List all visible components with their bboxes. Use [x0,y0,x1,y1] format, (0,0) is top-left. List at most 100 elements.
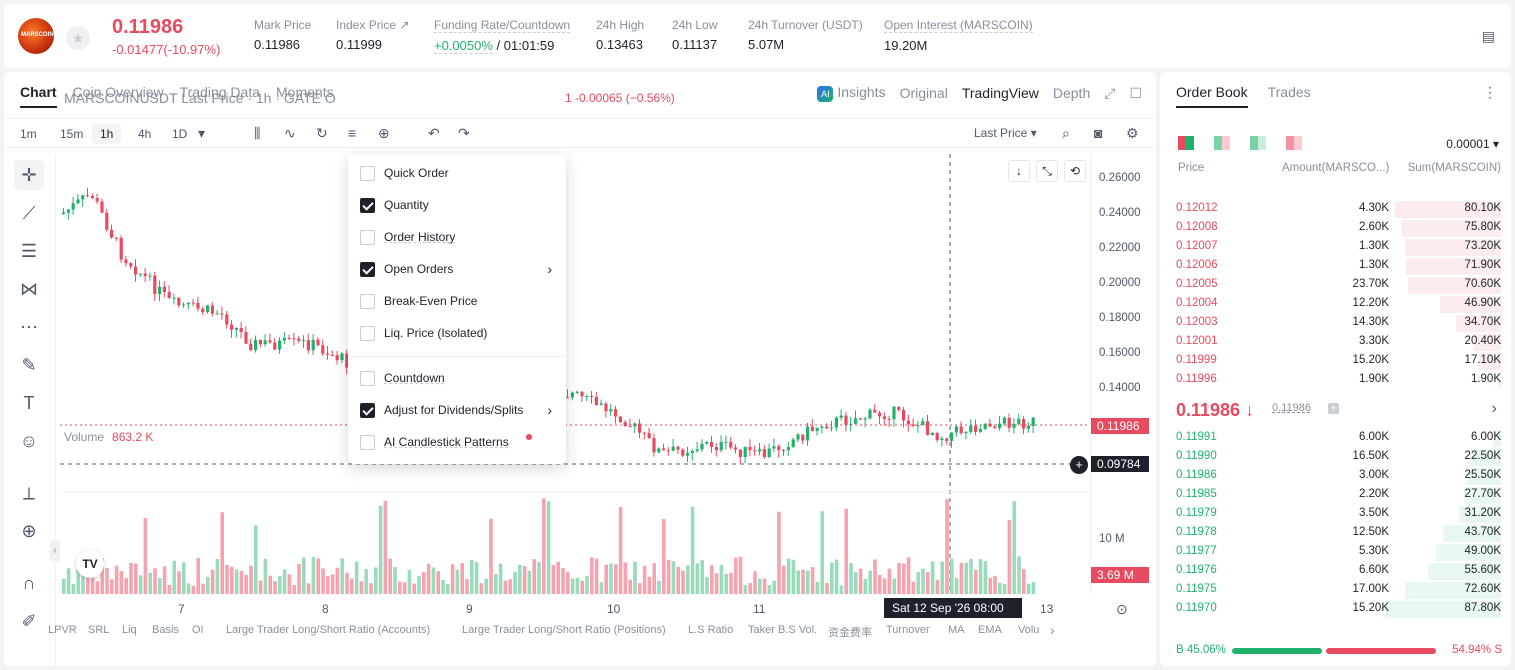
book-row[interactable]: 0.11996 1.90K 1.90K [1160,371,1511,390]
brush-icon[interactable]: ✎ [21,355,37,375]
price-type-select[interactable]: Last Price ▾ [974,126,1037,140]
tab-order-book[interactable]: Order Book [1176,84,1248,108]
zoom-icon[interactable]: ⊕ [21,521,37,541]
checkbox[interactable] [360,294,375,309]
view-bids-only-icon[interactable] [1250,136,1266,150]
menu-quick-order[interactable]: Quick Order [360,162,556,184]
price-chart[interactable] [60,154,1094,594]
indicators-icon[interactable]: ∿ [284,125,296,141]
tab-moments[interactable]: Moments [276,84,334,100]
indicator-3[interactable]: Basis [152,624,179,636]
gear-icon[interactable]: ⚙ [1126,125,1139,141]
menu-quantity[interactable]: Quantity [360,194,556,216]
book-row[interactable]: 0.11986 3.00K 25.50K [1160,467,1511,486]
indicator-1[interactable]: SRL [88,624,110,636]
book-row[interactable]: 0.11991 6.00K 6.00K [1160,429,1511,448]
chevron-right-icon[interactable]: › [1491,400,1497,417]
tab-depth[interactable]: Depth [1052,85,1091,101]
camera-icon[interactable]: ◙ [1094,125,1103,141]
indicator-8[interactable]: Taker B.S Vol. [748,624,818,636]
book-row[interactable]: 0.11979 3.50K 31.20K [1160,505,1511,524]
book-row[interactable]: 0.12007 1.30K 73.20K [1160,238,1511,257]
view-bids-icon[interactable] [1214,136,1230,150]
indicator-2[interactable]: Liq [122,624,137,636]
hlines-icon[interactable]: ☰ [20,241,38,261]
menu-order-history[interactable]: Order History [360,226,556,248]
book-row[interactable]: 0.12005 23.70K 70.60K [1160,276,1511,295]
book-row[interactable]: 0.11978 12.50K 43.70K [1160,524,1511,543]
ruler-icon[interactable]: ⟂ [22,483,35,503]
indicator-4[interactable]: OI [192,624,204,636]
redo-icon[interactable]: ↷ [458,125,470,141]
book-row[interactable]: 0.11975 17.00K 72.60K [1160,581,1511,600]
emoji-icon[interactable]: ☺ [19,431,39,451]
tab-trading-data[interactable]: Trading Data [179,84,261,100]
templates-icon[interactable]: ≡ [348,125,357,141]
undo-icon[interactable]: ↶ [428,125,440,141]
tab-coin-overview[interactable]: Coin Overview [72,84,164,100]
book-row[interactable]: 0.11999 15.20K 17.10K [1160,352,1511,371]
checkbox[interactable] [360,166,375,181]
indicator-0[interactable]: LPVR [48,624,77,636]
magnet-icon[interactable]: ∩ [22,573,36,593]
menu-countdown[interactable]: Countdown [360,367,556,389]
menu-break-even-price[interactable]: Break-Even Price [360,290,556,312]
book-row[interactable]: 0.12006 1.30K 71.90K [1160,257,1511,276]
add-alert-icon[interactable]: + [1070,456,1088,474]
window-icon[interactable]: ☐ [1129,84,1142,101]
timeframe-15m[interactable]: 15m [60,127,84,141]
indicator-5[interactable]: Large Trader Long/Short Ratio (Accounts) [226,624,431,636]
checkbox[interactable] [360,198,375,213]
candle-type-icon[interactable]: ⫼ [254,125,261,141]
tab-original[interactable]: Original [899,85,948,101]
book-row[interactable]: 0.11977 5.30K 49.00K [1160,543,1511,562]
y-axis[interactable]: 0.26000 0.24000 0.22000 0.20000 0.18000 … [1090,154,1154,594]
book-row[interactable]: 0.11976 6.60K 55.60K [1160,562,1511,581]
menu-ai-candlestick[interactable]: AI Candlestick Patterns [360,431,556,453]
tab-insights[interactable]: AI Insights [817,84,886,102]
crosshair-icon[interactable]: ✛ [14,160,44,190]
menu-open-orders[interactable]: Open Orders › [360,258,556,280]
book-row[interactable]: 0.12012 4.30K 80.10K [1160,200,1511,219]
view-asks-icon[interactable] [1286,136,1302,150]
indicator-9[interactable]: 资金费率 [828,627,872,639]
collapse-icon[interactable]: ⤡ [1036,160,1058,182]
favorite-star-icon[interactable]: ★ [66,26,90,50]
lock-pencil-icon[interactable]: ✐ [21,611,37,631]
menu-adjust-dividends[interactable]: Adjust for Dividends/Splits › [360,399,556,421]
book-row[interactable]: 0.12001 3.30K 20.40K [1160,333,1511,352]
reset-icon[interactable]: ⟲ [1064,160,1086,182]
precision-select[interactable]: 0.00001 ▾ [1446,137,1499,151]
book-row[interactable]: 0.11970 15.20K 87.80K [1160,600,1511,619]
book-row[interactable]: 0.12003 14.30K 34.70K [1160,314,1511,333]
indicator-12[interactable]: EMA [978,624,1002,636]
timeframe-1d[interactable]: 1D [172,127,188,141]
tab-trades[interactable]: Trades [1267,84,1311,100]
fib-icon[interactable]: ⋯ [20,317,38,337]
indicator-6[interactable]: Large Trader Long/Short Ratio (Positions… [462,624,666,636]
tab-tradingview[interactable]: TradingView [961,85,1039,101]
indicator-10[interactable]: Turnover [886,624,930,636]
checkbox[interactable] [360,326,375,341]
collapse-toolbar-icon[interactable]: ‹ [50,540,60,562]
book-row[interactable]: 0.11985 2.20K 27.70K [1160,486,1511,505]
indicator-11[interactable]: MA [948,624,965,636]
chevron-right-icon[interactable]: › [1050,622,1055,638]
book-row[interactable]: 0.12008 2.60K 75.80K [1160,219,1511,238]
book-row[interactable]: 0.12004 12.20K 46.90K [1160,295,1511,314]
stat-index-price[interactable]: Index Price ↗ 0.11999 [336,18,410,52]
checkbox[interactable] [360,403,375,418]
book-row[interactable]: 0.11990 16.50K 22.50K [1160,448,1511,467]
checkbox[interactable] [360,371,375,386]
book-icon[interactable]: ▤ [1481,28,1495,44]
timeframe-1h[interactable]: 1h [92,124,122,144]
checkbox[interactable] [360,262,375,277]
text-icon[interactable]: T [23,393,35,413]
menu-liq-price[interactable]: Liq. Price (Isolated) [360,322,556,344]
timeframe-4h[interactable]: 4h [138,127,152,141]
scroll-down-icon[interactable]: ↓ [1008,160,1030,182]
tab-chart[interactable]: Chart [20,84,57,108]
checkbox[interactable] [360,230,375,245]
trendline-icon[interactable]: ⟋ [22,203,36,223]
pattern-icon[interactable]: ⋈ [20,279,38,299]
